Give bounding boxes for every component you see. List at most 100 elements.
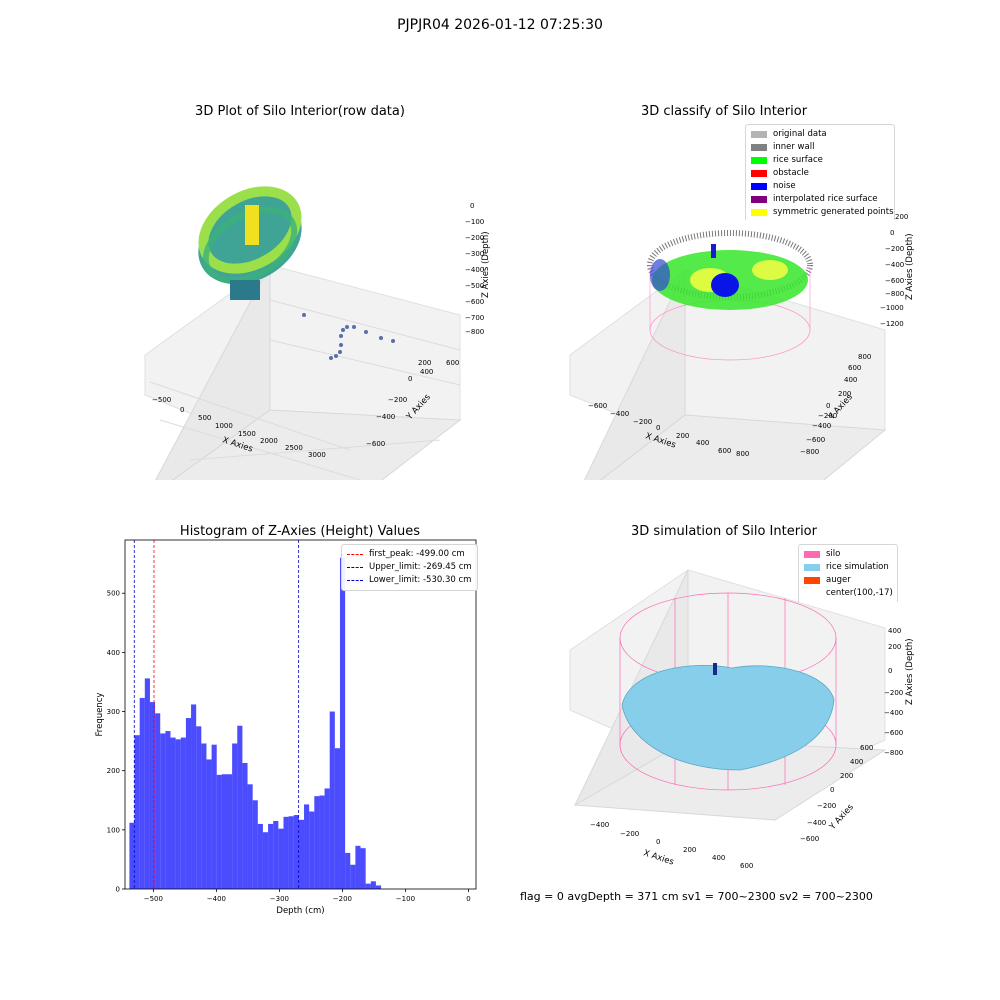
svg-text:200: 200 [888,643,901,651]
svg-text:−600: −600 [806,436,825,444]
y-tick-label: 500 [107,590,120,598]
simulation-auger [713,663,717,675]
y-tick-label: 300 [107,708,120,716]
svg-text:600: 600 [848,364,861,372]
histogram-bar [170,737,176,889]
svg-text:400: 400 [696,439,709,447]
histogram-bar [345,852,351,889]
svg-text:−1200: −1200 [880,320,904,328]
hist-legend: first_peak: -499.00 cm Upper_limit: -269… [341,544,478,591]
histogram-axes: −500 −400 −300 −200 −100 0 0 100 200 300 400 500 [107,539,477,903]
histogram-bar [262,832,269,889]
raw-axes-panes [144,264,462,480]
legend-obstacle: obstacle [751,167,889,180]
svg-text:−800: −800 [465,328,484,336]
svg-text:0: 0 [888,667,892,675]
histogram-bar [175,739,181,889]
svg-text:0: 0 [470,202,474,210]
histogram-bar [144,678,150,889]
classify-silo-wireframe [647,230,813,361]
histogram-bar [206,759,212,889]
svg-text:800: 800 [858,353,871,361]
x-tick-label: −100 [396,895,415,903]
legend-rice-surface: rice surface [751,154,889,167]
classify-3d-plot: original data inner wall rice surface ob… [569,124,915,480]
histogram-bar [334,748,340,889]
simulation-x-label: X Axies [642,848,675,867]
histogram-bar [298,819,305,889]
histogram-bar [221,774,227,889]
x-tick-label: −200 [333,895,352,903]
histogram-bar [196,726,202,889]
svg-text:−300: −300 [465,250,484,258]
histogram-bar [155,713,161,889]
svg-text:1000: 1000 [215,422,233,430]
hist-x-label: Depth (cm) [276,906,324,916]
svg-text:−800: −800 [884,749,903,757]
simulation-z-label: Z Axies (Depth) [905,638,915,705]
figure-title: PJPJR04 2026-01-12 07:25:30 [397,17,603,33]
histogram-bar [273,820,279,889]
svg-text:−200: −200 [388,396,407,404]
classify-legend-box: original data inner wall rice surface ob… [745,124,895,220]
histogram-bar [201,743,207,889]
classify-axes-panes [569,269,887,480]
svg-text:−200: −200 [620,830,639,838]
histogram-bar [247,784,253,889]
raw-silo-points [198,186,302,300]
svg-text:600: 600 [718,447,731,455]
histogram-bar [268,823,274,889]
svg-text:400: 400 [850,758,863,766]
svg-text:−700: −700 [465,314,484,322]
y-tick-label: 400 [107,649,120,657]
svg-text:2500: 2500 [285,444,303,452]
svg-text:−600: −600 [366,440,385,448]
legend-original-data: original data [751,128,889,141]
legend-center: center(100,-17) [826,588,893,598]
histogram-bar [288,816,294,889]
svg-text:0: 0 [826,402,830,410]
svg-text:−200: −200 [885,245,904,253]
svg-text:−600: −600 [800,835,819,843]
svg-text:3000: 3000 [308,451,326,459]
simulation-legend: silo rice simulation auger center(100,-1… [798,544,898,602]
svg-text:200: 200 [676,432,689,440]
histogram-bar [129,822,135,889]
raw-z-label: Z Axies (Depth) [481,231,491,298]
x-tick-label: −400 [207,895,226,903]
svg-text:−800: −800 [885,290,904,298]
svg-text:500: 500 [198,414,211,422]
svg-text:400: 400 [844,376,857,384]
svg-text:−500: −500 [152,396,171,404]
svg-text:−400: −400 [465,266,484,274]
svg-text:−200: −200 [884,689,903,697]
histogram-bar [211,744,217,889]
svg-text:200: 200 [418,359,431,367]
histogram-bar [139,697,145,889]
histogram-bar [365,883,371,889]
svg-text:0: 0 [830,786,834,794]
histogram-bar [319,795,325,889]
legend-rice-simulation: rice simulation [804,561,892,574]
svg-text:200: 200 [895,213,908,221]
svg-text:−600: −600 [465,298,484,306]
histogram-bar [257,823,263,889]
y-tick-label: 100 [107,826,120,834]
x-tick-label: 0 [466,895,470,903]
histogram-bar [149,702,156,889]
svg-text:0: 0 [890,229,894,237]
svg-text:600: 600 [446,359,459,367]
histogram-bar [355,845,361,889]
x-tick-label: −300 [270,895,289,903]
hist-y-label: Frequency [95,693,105,737]
svg-text:−200: −200 [633,418,652,426]
svg-text:0: 0 [408,375,412,383]
svg-text:−500: −500 [465,282,484,290]
svg-text:200: 200 [840,772,853,780]
histogram-bar [370,881,376,889]
legend-silo: silo [804,548,892,561]
raw-panel-title: 3D Plot of Silo Interior(row data) [195,104,405,119]
histogram-bar [237,725,243,889]
histogram-bars [129,557,382,889]
histogram-bar [293,815,299,889]
